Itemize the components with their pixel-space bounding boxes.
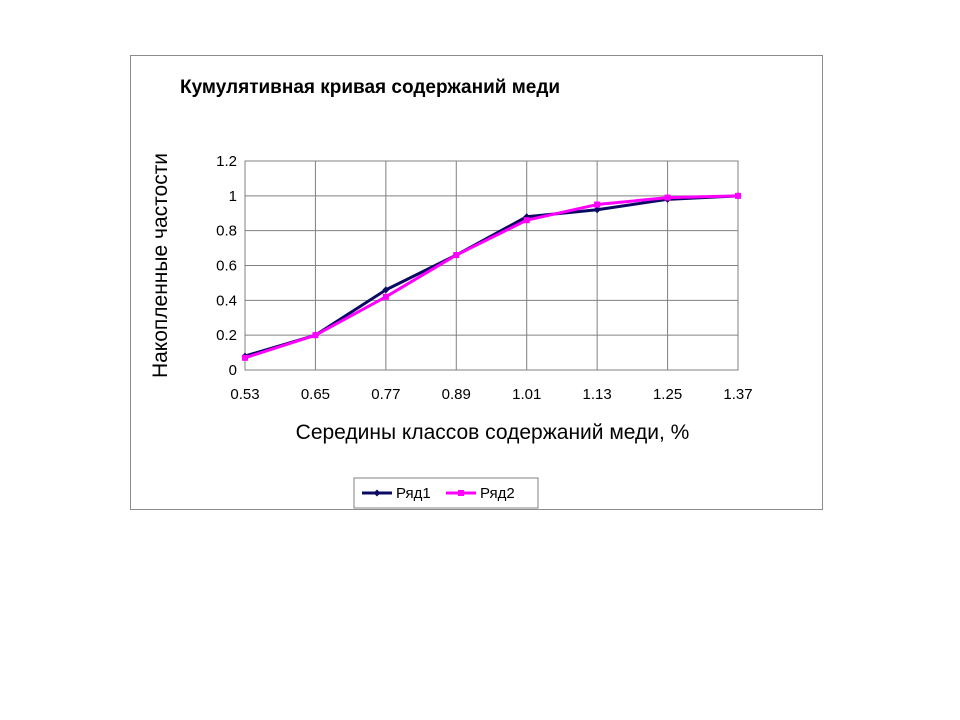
series-2: [242, 192, 741, 361]
data-point: [593, 206, 601, 214]
data-point: [242, 354, 248, 361]
y-tick-label: 1.2: [216, 153, 237, 170]
x-tick-label: 1.13: [583, 386, 612, 403]
x-tick-label: 1.01: [512, 386, 541, 403]
legend-marker: [458, 490, 464, 496]
legend-item: Ряд1: [362, 485, 431, 502]
legend-label: Ряд1: [396, 485, 431, 502]
chart-svg: Кумулятивная кривая содержаний меди 0 0.2…: [149, 77, 753, 509]
data-point: [312, 332, 319, 339]
y-axis-ticks: 0 0.2 0.4 0.6 0.8 1 1.2: [216, 153, 237, 379]
x-tick-label: 1.37: [723, 386, 752, 403]
y-tick-label: 0.8: [216, 223, 237, 240]
data-point: [382, 286, 390, 294]
x-tick-label: 0.77: [371, 386, 400, 403]
legend-item: Ряд2: [446, 485, 515, 502]
chart-title: Кумулятивная кривая содержаний меди: [180, 77, 560, 98]
series-layer: [241, 192, 742, 361]
x-tick-label: 0.65: [301, 386, 330, 403]
y-tick-label: 1: [229, 188, 237, 205]
y-tick-label: 0: [229, 362, 237, 379]
x-tick-label: 1.25: [653, 386, 682, 403]
chart-frame: Кумулятивная кривая содержаний меди 0 0.2…: [130, 55, 823, 510]
legend-label: Ряд2: [480, 485, 515, 502]
y-axis-label: Накопленные частости: [149, 153, 172, 378]
y-tick-label: 0.6: [216, 258, 237, 275]
data-point: [523, 217, 530, 224]
data-point: [453, 252, 460, 259]
y-tick-label: 0.2: [216, 327, 237, 344]
series-line: [244, 194, 739, 360]
data-point: [382, 293, 389, 300]
data-point: [594, 201, 601, 208]
y-tick-label: 0.4: [216, 292, 237, 309]
x-tick-label: 0.89: [442, 386, 471, 403]
data-point: [664, 194, 671, 201]
legend: Ряд1 Ряд2: [353, 477, 539, 509]
data-point: [735, 192, 741, 199]
x-axis-ticks: 0.53 0.65 0.77 0.89 1.01 1.13 1.25 1.37: [230, 386, 752, 403]
legend-marker: [373, 489, 381, 497]
x-axis-label: Середины классов содержаний меди, %: [296, 421, 690, 444]
x-tick-label: 0.53: [230, 386, 259, 403]
